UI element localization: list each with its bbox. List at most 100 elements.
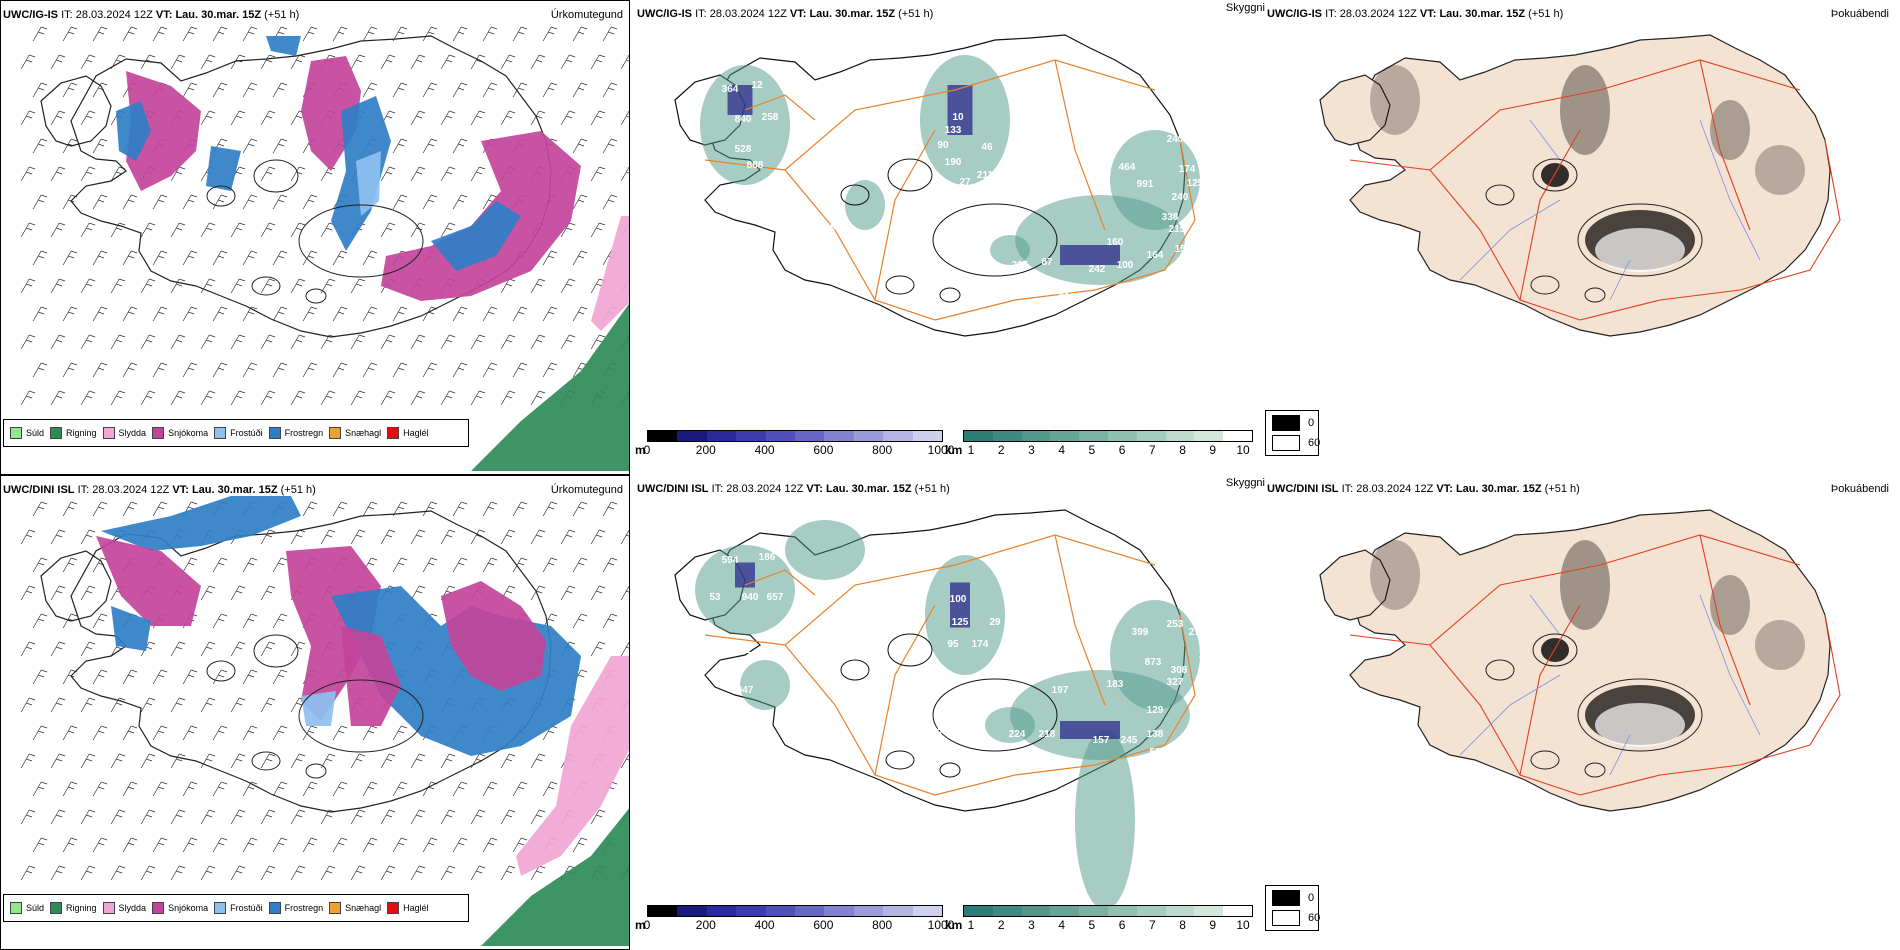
visibility-value-label: 338 xyxy=(1162,212,1179,223)
clear-cell xyxy=(1595,228,1685,272)
westfjords-outline xyxy=(1319,74,1391,146)
glacier-outline xyxy=(298,679,424,753)
wind-barb xyxy=(200,809,216,825)
panel-title-fog: Þokuábendi xyxy=(1830,8,1889,20)
visibility-value-label: 947 xyxy=(737,685,754,696)
wind-barb xyxy=(260,166,276,182)
wind-barb xyxy=(212,837,228,853)
wind-barb xyxy=(452,306,468,322)
visibility-value-label: 100 xyxy=(950,594,967,605)
snow-area xyxy=(286,546,381,721)
wind-barb xyxy=(530,110,546,126)
wind-barb xyxy=(272,669,288,685)
glacier-outline xyxy=(1584,762,1606,778)
wind-barb xyxy=(152,26,168,42)
wind-barb xyxy=(272,613,288,629)
wind-barb xyxy=(212,725,228,741)
wind-barb xyxy=(242,194,258,210)
lead-time: (+51 h) xyxy=(914,483,950,495)
road xyxy=(1054,59,1106,231)
wind-barb xyxy=(512,781,528,797)
wind-barb xyxy=(302,501,318,517)
wind-barb xyxy=(32,306,48,322)
colorbar-step xyxy=(964,906,993,916)
visibility-value-label: 129 xyxy=(942,715,959,726)
freezing-rain-area xyxy=(101,496,301,551)
glacier-outline xyxy=(251,751,281,771)
wind-barb xyxy=(260,585,276,601)
wind-barb xyxy=(272,725,288,741)
legend-item: Frostregn xyxy=(268,427,323,439)
wind-barb xyxy=(500,390,516,406)
panel-header: UWC/DINI ISL IT: 28.03.2024 12Z VT: Lau.… xyxy=(3,484,316,496)
wind-barb xyxy=(92,194,108,210)
wind-barb xyxy=(182,669,198,685)
it-label: IT: xyxy=(1325,8,1337,20)
legend-item: Snæhagl xyxy=(329,427,381,439)
visibility-value-label: 29 xyxy=(989,617,1001,628)
wind-barb xyxy=(242,362,258,378)
panel-header: UWC/DINI ISL IT: 28.03.2024 12Z VT: Lau.… xyxy=(637,483,950,495)
colorbar-step xyxy=(1050,431,1080,441)
colorbar-tick: 600 xyxy=(813,918,834,932)
colorbar-tick: 5 xyxy=(1088,443,1096,457)
road xyxy=(1579,614,1841,796)
legend-label: Rigning xyxy=(66,428,97,438)
visibility-m-unit: m xyxy=(635,443,646,457)
wind-barb xyxy=(332,725,348,741)
it-value: 28.03.2024 12Z xyxy=(92,484,170,496)
dense-fog-cell xyxy=(947,85,973,135)
glacier-outline xyxy=(1485,184,1515,206)
wind-barb xyxy=(20,865,36,881)
wind-barb xyxy=(350,278,366,294)
wind-barb xyxy=(122,501,138,517)
visibility-km-colorbar xyxy=(963,430,1253,442)
glacier-outline xyxy=(932,678,1058,752)
wind-barb xyxy=(290,334,306,350)
wind-barb xyxy=(80,753,96,769)
colorbar-tick: 8 xyxy=(1179,443,1186,457)
lead-time: (+51 h) xyxy=(1528,8,1564,20)
glacier-outline xyxy=(253,159,299,193)
wind-barb xyxy=(152,250,168,266)
river xyxy=(1699,119,1761,261)
wind-barb xyxy=(260,334,276,350)
precip-type-legend: Súld Rigning Slydda Snjókoma Frostúði Frostre… xyxy=(3,419,469,447)
glacier-outline xyxy=(1485,659,1515,681)
vt-label: VT: xyxy=(1419,8,1437,20)
legend-swatch xyxy=(329,902,342,914)
visibility-value-label: 240 xyxy=(1167,134,1184,145)
wind-barb xyxy=(50,753,66,769)
visibility-value-label: 399 xyxy=(1132,627,1149,638)
wind-barb xyxy=(272,194,288,210)
wind-barb xyxy=(560,110,576,126)
wind-barb xyxy=(242,781,258,797)
colorbar-step xyxy=(1021,906,1051,916)
road xyxy=(744,94,816,121)
glacier-outline xyxy=(251,276,281,296)
low-visibility-area xyxy=(990,235,1030,265)
wind-barb xyxy=(32,362,48,378)
legend-swatch xyxy=(387,902,400,914)
wind-barb xyxy=(470,334,486,350)
wind-barb xyxy=(350,865,366,881)
panel-header: UWC/DINI ISL IT: 28.03.2024 12Z VT: Lau.… xyxy=(1267,483,1580,495)
wind-barb xyxy=(230,697,246,713)
sleet-area xyxy=(591,216,629,331)
cloud-legend-item: 60 xyxy=(1272,435,1320,451)
wind-barb xyxy=(62,306,78,322)
cloud-legend-item: 0 xyxy=(1272,890,1314,906)
wind-barb xyxy=(440,334,456,350)
wind-barb xyxy=(410,166,426,182)
wind-barb xyxy=(392,138,408,154)
wind-barb xyxy=(92,250,108,266)
wind-barb xyxy=(530,585,546,601)
cloud-legend-label: 60 xyxy=(1308,437,1321,449)
colorbar-step xyxy=(824,906,854,916)
wind-barb xyxy=(242,669,258,685)
glacier-outline xyxy=(1530,750,1560,770)
colorbar-step xyxy=(853,431,884,441)
wind-barb xyxy=(290,278,306,294)
wind-barb xyxy=(152,501,168,517)
colorbar-tick: 1000 xyxy=(927,443,955,457)
